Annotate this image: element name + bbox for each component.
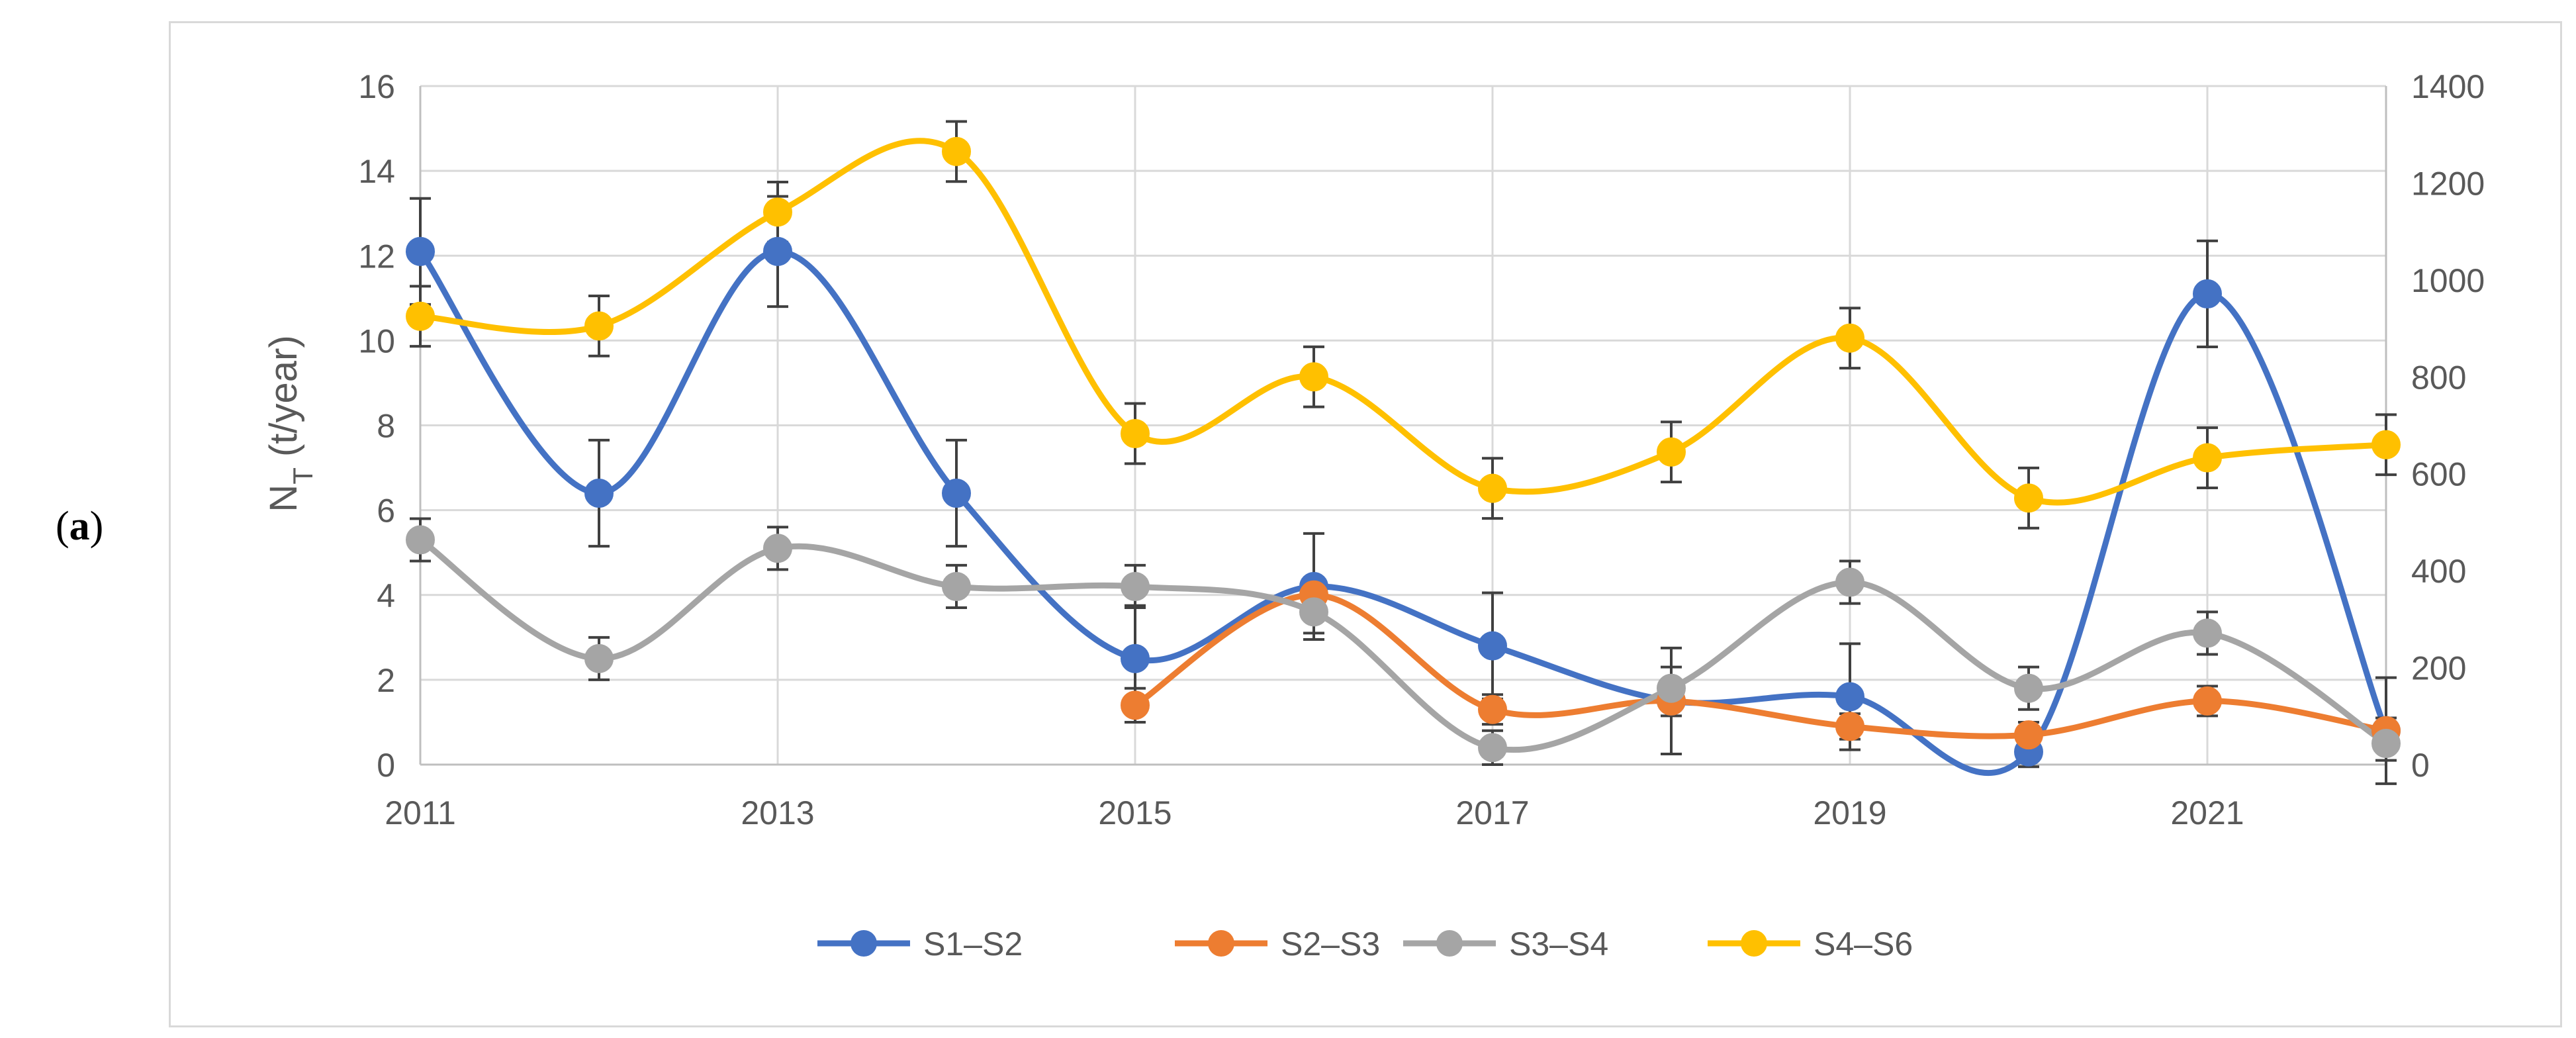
legend-label: S3–S4	[1509, 925, 1608, 963]
y-left-tick-label: 14	[358, 153, 395, 190]
y-left-tick-label: 16	[358, 68, 395, 105]
series-lines	[417, 138, 2389, 777]
x-tick-label: 2013	[741, 794, 814, 831]
y-left-tick-label: 2	[377, 662, 395, 699]
y-right-tick-label: 0	[2411, 747, 2430, 784]
gridlines	[419, 85, 2386, 766]
x-tick-label: 2017	[1455, 794, 1529, 831]
series-1-point	[1121, 690, 1150, 720]
series-0-point	[1478, 631, 1507, 661]
y-right-tick-label: 600	[2411, 456, 2466, 493]
series-0-point	[763, 236, 792, 266]
series-3-point	[2014, 483, 2043, 513]
y-axis-title: NT (t/year)	[262, 335, 318, 512]
legend-entry: S3–S4	[1403, 925, 1608, 963]
series-3-point	[2193, 443, 2222, 473]
series-0-point	[942, 479, 971, 508]
tick-labels: 0 2 4 6 8 10 12 14 16 0 200 400 600 800 1000 1200 1400 20…	[358, 68, 2485, 831]
y-right-tick-label: 1200	[2411, 165, 2485, 202]
series-3-point	[942, 136, 971, 166]
series-3-point	[1478, 473, 1507, 503]
legend-entry: S4–S6	[1708, 925, 1913, 963]
series-1-point	[2193, 686, 2222, 716]
y-left-tick-label: 12	[358, 238, 395, 275]
y-left-tick-label: 4	[377, 577, 395, 614]
x-tick-label: 2011	[385, 794, 456, 831]
y-right-tick-label: 200	[2411, 650, 2466, 687]
y-right-tick-label: 1000	[2411, 262, 2485, 299]
series-0-point	[406, 236, 435, 266]
y-left-tick-label: 10	[358, 322, 395, 359]
series-3-point	[406, 301, 435, 331]
panel-label: (a)	[56, 504, 104, 549]
legend-label: S4–S6	[1814, 925, 1913, 963]
x-tick-label: 2021	[2170, 794, 2244, 831]
series-2-point	[1657, 673, 1686, 703]
series-3-point	[1835, 323, 1864, 353]
y-left-tick-label: 0	[377, 747, 395, 784]
series-3-point	[584, 311, 614, 341]
y-left-tick-label: 8	[377, 408, 395, 445]
y-right-tick-label: 400	[2411, 553, 2466, 590]
series-2-line	[417, 536, 2389, 753]
x-tick-label: 2015	[1098, 794, 1172, 831]
series-2-point	[2014, 673, 2043, 703]
y-right-tick-label: 1400	[2411, 68, 2485, 105]
series-2-point	[1478, 733, 1507, 763]
series-0-point	[584, 479, 614, 508]
legend-label: S2–S3	[1281, 925, 1380, 963]
legend-marker	[851, 930, 877, 957]
series-2-point	[1835, 567, 1864, 597]
legend-marker	[1208, 930, 1234, 957]
series-0-line	[417, 248, 2389, 777]
series-2-point	[763, 534, 792, 563]
legend: S1–S2 S2–S3 S3–S4 S4–S6	[817, 925, 1913, 963]
series-1-point	[2014, 720, 2043, 750]
series-2-point	[2193, 618, 2222, 648]
markers	[406, 136, 2401, 767]
y-left-tick-label: 6	[377, 493, 395, 530]
series-2-point	[406, 525, 435, 555]
series-2-point	[584, 643, 614, 673]
legend-entry: S2–S3	[1175, 925, 1380, 963]
series-3-point	[1657, 437, 1686, 467]
series-3-point	[1121, 418, 1150, 448]
x-tick-label: 2019	[1813, 794, 1886, 831]
legend-label: S1–S2	[923, 925, 1023, 963]
legend-marker	[1741, 930, 1767, 957]
series-2-point	[1121, 571, 1150, 601]
series-2-point	[2371, 728, 2401, 758]
series-0-point	[1121, 643, 1150, 673]
legend-entry: S1–S2	[817, 925, 1023, 963]
series-0-point	[2193, 279, 2222, 308]
series-2-point	[942, 571, 971, 601]
series-3-point	[1299, 362, 1328, 392]
legend-marker	[1436, 930, 1463, 957]
series-3-point	[763, 197, 792, 227]
series-0-point	[1835, 682, 1864, 712]
series-2-point	[1299, 597, 1328, 627]
y-right-tick-label: 800	[2411, 359, 2466, 396]
series-1-point	[1478, 694, 1507, 724]
chart-frame	[169, 21, 2562, 1027]
series-1-point	[1835, 712, 1864, 741]
series-3-point	[2371, 430, 2401, 459]
